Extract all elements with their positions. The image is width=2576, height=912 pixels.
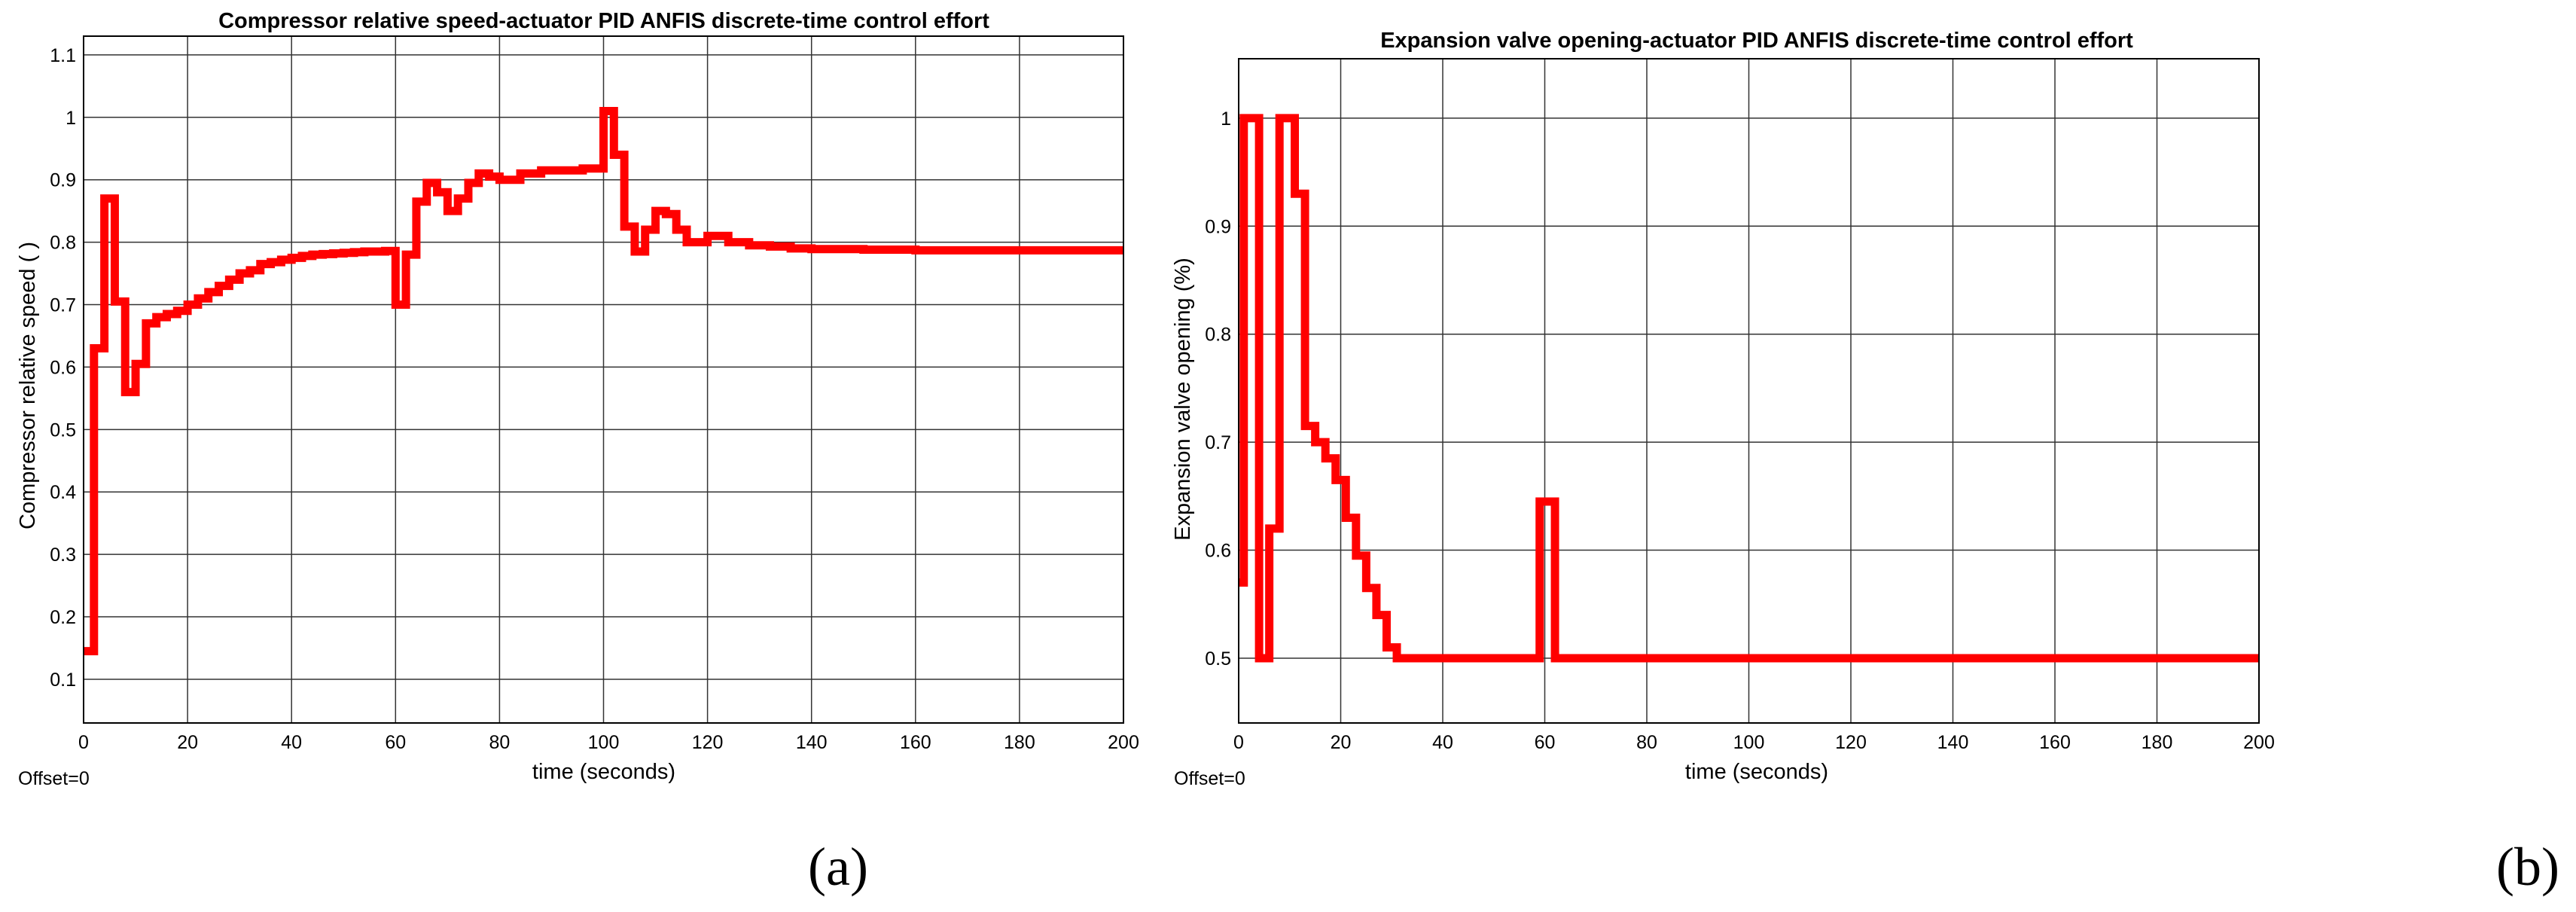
y-tick-label-b-3: 0.8 <box>1205 325 1231 346</box>
x-tick-label-a-2: 40 <box>281 732 302 753</box>
y-tick-label-a-6: 0.7 <box>50 295 76 316</box>
x-tick-label-b-2: 40 <box>1432 732 1453 753</box>
y-tick-label-b-4: 0.9 <box>1205 216 1231 237</box>
y-tick-label-b-5: 1 <box>1221 108 1231 130</box>
y-tick-label-a-4: 0.5 <box>50 419 76 441</box>
y-tick-label-a-10: 1.1 <box>50 45 76 66</box>
x-tick-label-a-7: 140 <box>796 732 828 753</box>
y-axis-label-a: Compressor relative speed ( ) <box>16 242 40 529</box>
y-tick-labels-a: 0.1 0.2 0.3 0.4 0.5 0.6 0.7 0.8 0.9 1 1.1 <box>50 45 76 691</box>
x-tick-label-a-0: 0 <box>78 732 89 753</box>
x-tick-label-a-4: 80 <box>489 732 510 753</box>
y-tick-labels-b: 0.5 0.6 0.7 0.8 0.9 1 <box>1205 108 1231 670</box>
y-tick-label-b-2: 0.7 <box>1205 432 1231 453</box>
offset-label-a: Offset=0 <box>18 768 90 789</box>
y-tick-label-b-0: 0.5 <box>1205 648 1231 670</box>
x-axis-label-a: time (seconds) <box>532 760 675 784</box>
x-tick-labels-a: 0 20 40 60 80 100 120 140 160 180 200 <box>78 732 1139 753</box>
y-tick-label-a-2: 0.3 <box>50 544 76 566</box>
grid-lines-b <box>1238 59 2260 723</box>
y-tick-label-a-1: 0.2 <box>50 607 76 628</box>
x-tick-label-b-5: 100 <box>1733 732 1765 753</box>
x-tick-label-a-1: 20 <box>177 732 198 753</box>
x-tick-label-b-4: 80 <box>1636 732 1657 753</box>
y-tick-label-a-3: 0.4 <box>50 482 76 503</box>
x-tick-label-a-9: 180 <box>1004 732 1035 753</box>
x-tick-label-b-3: 60 <box>1535 732 1556 753</box>
y-tick-label-a-5: 0.6 <box>50 357 76 378</box>
y-tick-label-a-9: 1 <box>66 108 76 129</box>
x-tick-label-a-10: 200 <box>1108 732 1139 753</box>
series-line-a <box>84 106 1123 656</box>
chart-panel-a: Compressor relative speed-actuator PID A… <box>16 9 1139 897</box>
x-tick-label-a-6: 120 <box>692 732 724 753</box>
y-tick-label-a-7: 0.8 <box>50 233 76 254</box>
x-tick-label-b-1: 20 <box>1331 732 1352 753</box>
y-tick-label-a-8: 0.9 <box>50 170 76 191</box>
x-tick-label-a-3: 60 <box>385 732 406 753</box>
plot-frame-a <box>83 35 1124 724</box>
x-axis-label-b: time (seconds) <box>1685 760 1828 784</box>
x-tick-label-b-6: 120 <box>1835 732 1867 753</box>
x-tick-label-b-8: 160 <box>2039 732 2071 753</box>
panel-caption-b: (b) <box>2496 837 2559 897</box>
x-tick-label-a-8: 160 <box>900 732 931 753</box>
x-tick-labels-b: 0 20 40 60 80 100 120 140 160 180 200 <box>1233 732 2275 753</box>
x-tick-label-a-5: 100 <box>588 732 620 753</box>
chart-title-a: Compressor relative speed-actuator PID A… <box>218 9 989 33</box>
y-tick-label-b-1: 0.6 <box>1205 541 1231 562</box>
x-tick-label-b-10: 200 <box>2243 732 2275 753</box>
panel-caption-a: (a) <box>808 837 868 897</box>
x-tick-label-b-7: 140 <box>1937 732 1969 753</box>
offset-label-b: Offset=0 <box>1174 768 1245 789</box>
y-tick-label-a-0: 0.1 <box>50 670 76 691</box>
series-line-b <box>1239 114 2259 663</box>
chart-panel-b: Expansion valve opening-actuator PID ANF… <box>1171 29 2559 897</box>
x-tick-label-b-0: 0 <box>1233 732 1244 753</box>
x-tick-label-b-9: 180 <box>2142 732 2173 753</box>
chart-title-b: Expansion valve opening-actuator PID ANF… <box>1380 29 2133 53</box>
y-axis-label-b: Expansion valve opening (%) <box>1171 258 1195 541</box>
plot-frame-b <box>1238 58 2260 724</box>
